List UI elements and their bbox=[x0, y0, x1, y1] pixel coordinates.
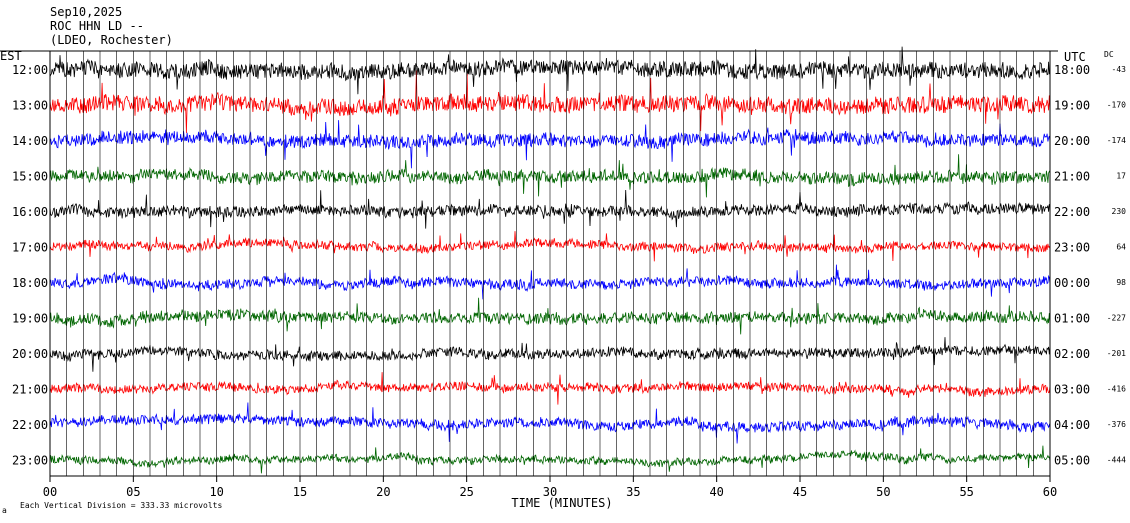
utc-hour-label: 00:00 bbox=[1054, 276, 1090, 290]
est-hour-label: 13:00 bbox=[12, 99, 48, 113]
utc-hour-label: 20:00 bbox=[1054, 134, 1090, 148]
x-tick-label: 20 bbox=[376, 485, 390, 499]
dc-offset-value: -444 bbox=[1107, 456, 1126, 465]
est-axis-label: EST bbox=[0, 49, 22, 63]
utc-hour-label: 19:00 bbox=[1054, 99, 1090, 113]
x-tick-label: 15 bbox=[293, 485, 307, 499]
utc-hour-label: 04:00 bbox=[1054, 418, 1090, 432]
x-axis-title: TIME (MINUTES) bbox=[511, 496, 612, 510]
x-tick-label: 00 bbox=[43, 485, 57, 499]
utc-hour-label: 18:00 bbox=[1054, 63, 1090, 77]
est-hour-label: 19:00 bbox=[12, 312, 48, 326]
dc-column-label: DC bbox=[1104, 50, 1114, 59]
dc-offset-value: -170 bbox=[1107, 101, 1126, 110]
utc-hour-label: 21:00 bbox=[1054, 170, 1090, 184]
dc-offset-value: 17 bbox=[1116, 172, 1126, 181]
est-hour-label: 17:00 bbox=[12, 241, 48, 255]
utc-hour-label: 22:00 bbox=[1054, 205, 1090, 219]
x-tick-label: 10 bbox=[209, 485, 223, 499]
est-hour-label: 14:00 bbox=[12, 134, 48, 148]
x-tick-label: 25 bbox=[459, 485, 473, 499]
x-tick-label: 40 bbox=[709, 485, 723, 499]
dc-offset-value: -416 bbox=[1107, 385, 1126, 394]
dc-offset-value: 64 bbox=[1116, 243, 1126, 252]
x-tick-label: 05 bbox=[126, 485, 140, 499]
frame-group bbox=[0, 50, 1058, 482]
est-hour-label: 12:00 bbox=[12, 63, 48, 77]
utc-hour-label: 01:00 bbox=[1054, 312, 1090, 326]
x-tick-label: 55 bbox=[959, 485, 973, 499]
dc-offset-value: -227 bbox=[1107, 314, 1126, 323]
est-hour-label: 21:00 bbox=[12, 383, 48, 397]
x-tick-label: 30 bbox=[543, 485, 557, 499]
footnote-mark: a bbox=[2, 506, 7, 515]
title-line: (LDEO, Rochester) bbox=[50, 33, 173, 47]
utc-hour-label: 05:00 bbox=[1054, 454, 1090, 468]
x-tick-label: 50 bbox=[876, 485, 890, 499]
title-line: Sep10,2025 bbox=[50, 5, 122, 19]
title-line: ROC HHN LD -- bbox=[50, 19, 144, 33]
scale-footnote: Each Vertical Division = 333.33 microvol… bbox=[20, 501, 222, 510]
est-hour-label: 23:00 bbox=[12, 454, 48, 468]
utc-hour-label: 03:00 bbox=[1054, 383, 1090, 397]
x-tick-label: 60 bbox=[1043, 485, 1057, 499]
dc-offset-value: 98 bbox=[1116, 278, 1126, 287]
dc-offset-value: -201 bbox=[1107, 349, 1126, 358]
est-hour-label: 16:00 bbox=[12, 205, 48, 219]
x-tick-label: 45 bbox=[793, 485, 807, 499]
est-hour-label: 18:00 bbox=[12, 276, 48, 290]
est-hour-label: 15:00 bbox=[12, 170, 48, 184]
label-group: 12:00 18:00 -43 13:00 19:00 -170 14:00 20:00 -17… bbox=[0, 4, 1127, 516]
dc-offset-value: -174 bbox=[1107, 136, 1126, 145]
x-tick-label: 35 bbox=[626, 485, 640, 499]
est-hour-label: 20:00 bbox=[12, 347, 48, 361]
utc-hour-label: 02:00 bbox=[1054, 347, 1090, 361]
dc-offset-value: 230 bbox=[1112, 207, 1127, 216]
dc-offset-value: -376 bbox=[1107, 420, 1126, 429]
utc-hour-label: 23:00 bbox=[1054, 241, 1090, 255]
utc-axis-label: UTC bbox=[1064, 50, 1086, 64]
est-hour-label: 22:00 bbox=[12, 418, 48, 432]
dc-offset-value: -43 bbox=[1112, 65, 1127, 74]
